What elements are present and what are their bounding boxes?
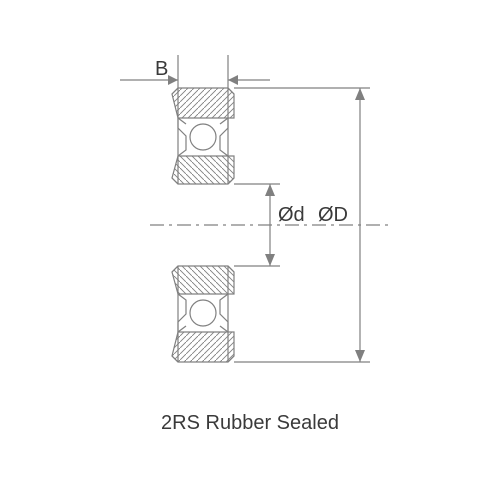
label-outer-D: ØD bbox=[318, 204, 348, 227]
diagram-container: B Ød ØD 2RS Rubber Sealed bbox=[0, 0, 500, 500]
diagram-caption: 2RS Rubber Sealed bbox=[0, 412, 500, 435]
label-bore-d: Ød bbox=[278, 204, 305, 227]
label-width-B: B bbox=[155, 58, 168, 81]
